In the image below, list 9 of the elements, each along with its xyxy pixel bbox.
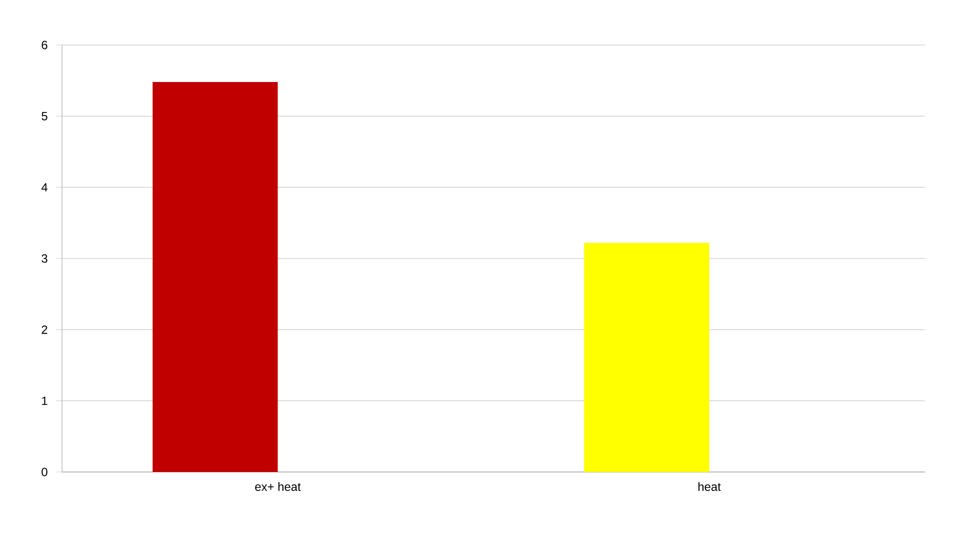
y-tick-label: 6	[42, 40, 48, 50]
x-tick-label: heat	[698, 482, 721, 491]
y-tick-label: 3	[42, 254, 48, 263]
y-tick-label: 4	[41, 183, 48, 192]
y-tick-label: 2	[42, 325, 48, 334]
x-tick-label: ex+ heat	[255, 482, 301, 491]
y-tick-label: 5	[42, 112, 48, 120]
y-tick-label: 1	[42, 396, 48, 405]
y-tick-label: 0	[42, 468, 48, 476]
